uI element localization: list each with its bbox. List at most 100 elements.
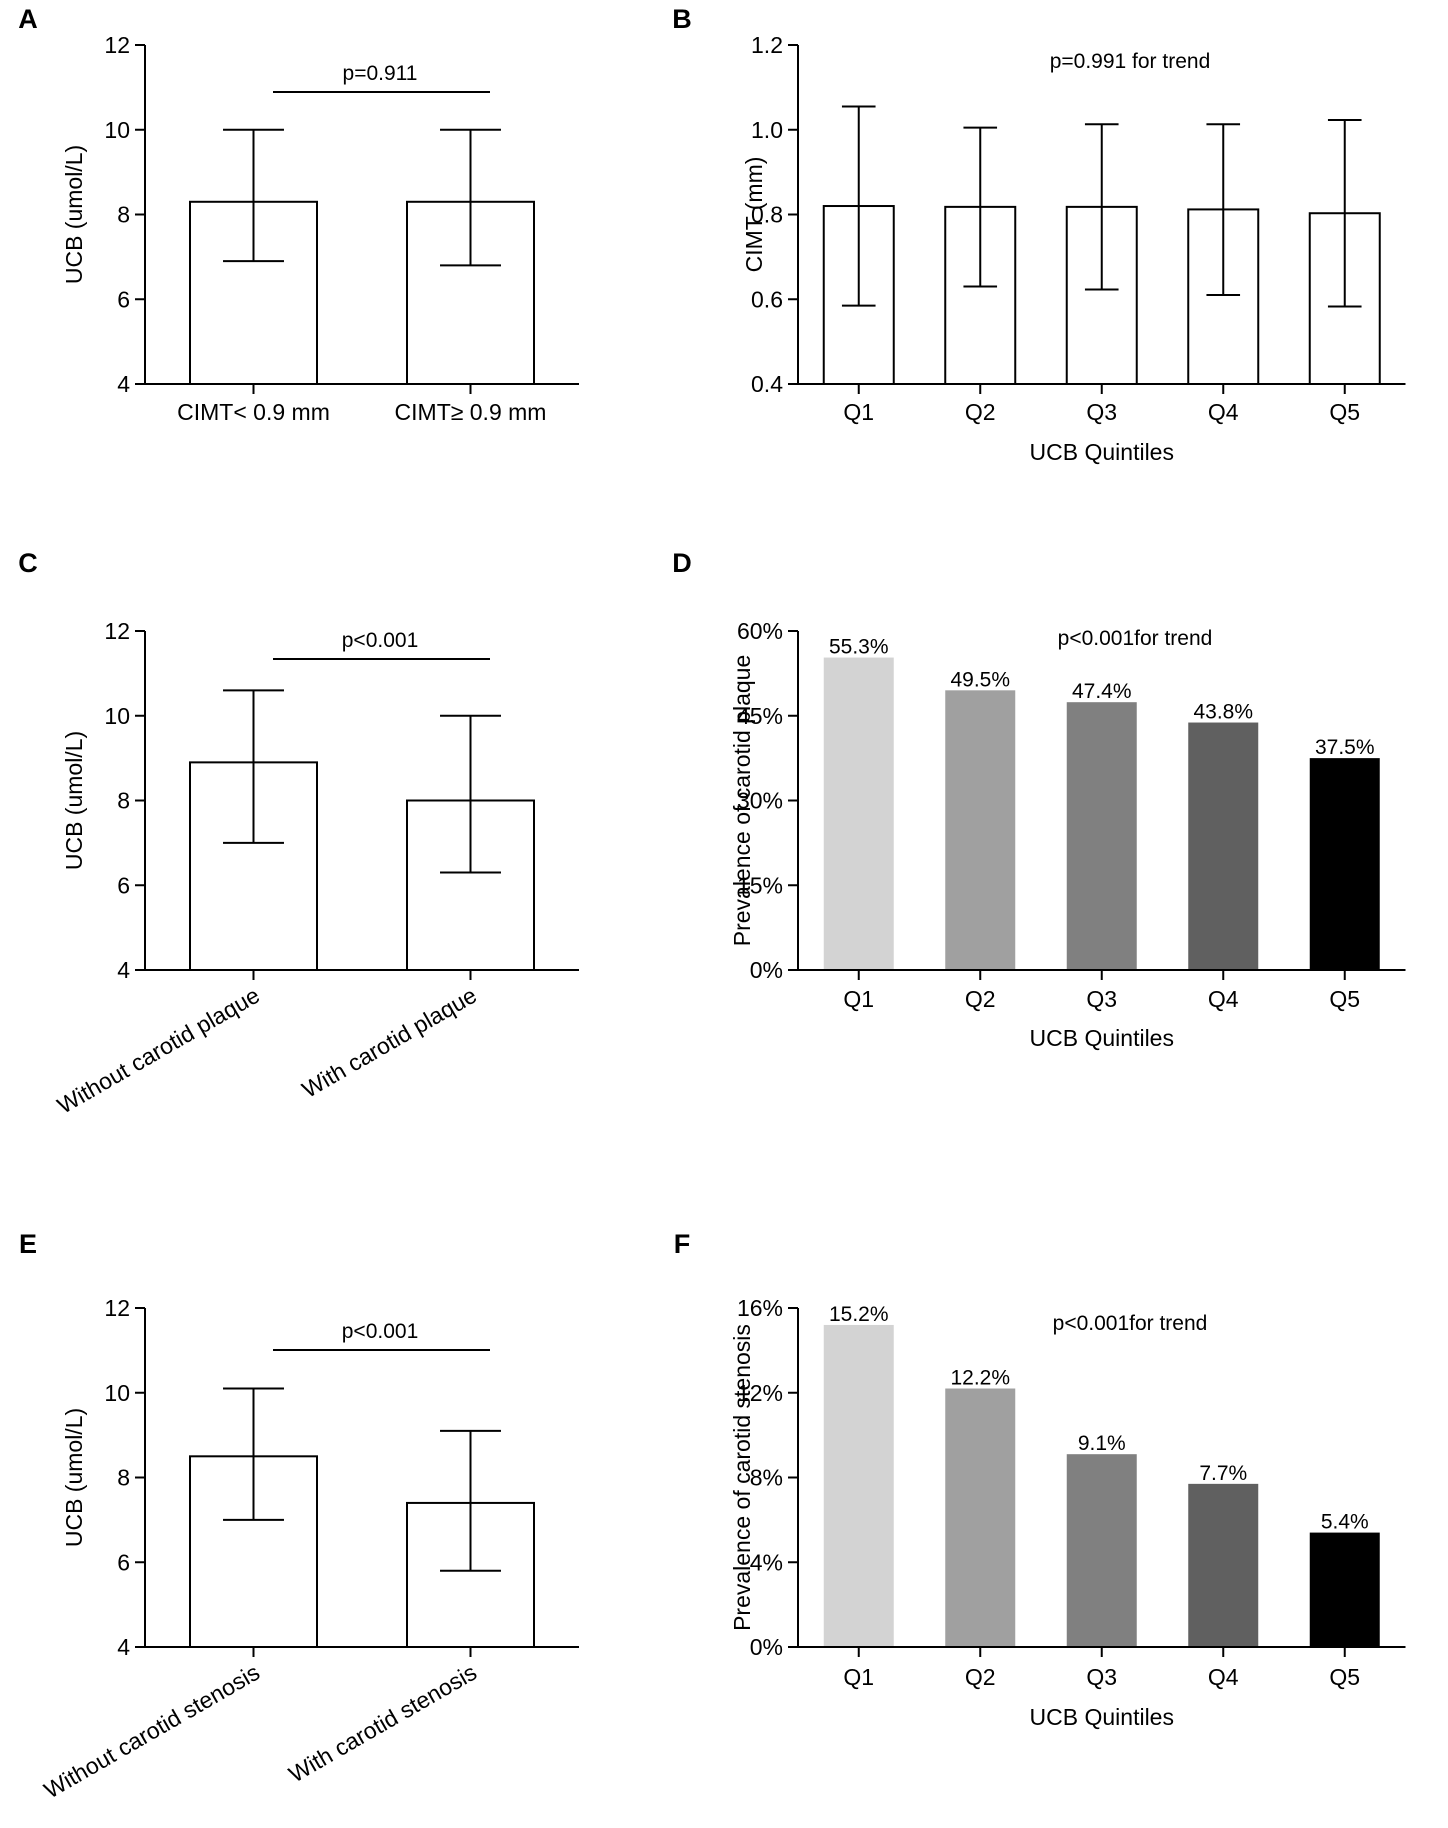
- y-tick-label: 0.6: [751, 286, 783, 312]
- x-tick-label: With carotid plaque: [297, 982, 481, 1103]
- bar: [1188, 722, 1259, 970]
- panel-f: F 15.2% 12.2% 9.1% 7.7% 5.4% 0% 4% 8% 12% 16% Q1 Q2 Q…: [674, 1229, 1406, 1730]
- x-tick-label: Q1: [843, 399, 874, 425]
- bar-value-label: 47.4%: [1072, 680, 1132, 703]
- y-tick-label: 12: [104, 618, 130, 644]
- panel-c: C 4 6 8 10 12 Without carotid plaque With carot…: [18, 548, 579, 1119]
- bar-value-label: 5.4%: [1321, 1511, 1369, 1534]
- x-axis-label: UCB Quintiles: [1030, 1025, 1174, 1051]
- y-tick-label: 4: [117, 371, 130, 397]
- x-tick-label: Q5: [1329, 986, 1360, 1012]
- x-tick-label: CIMT< 0.9 mm: [177, 399, 330, 425]
- y-axis-label: UCB (umol/L): [61, 731, 87, 870]
- p-value-annotation: p=0.911: [343, 62, 418, 85]
- y-axis-label: CIMT (mm): [741, 157, 767, 273]
- y-tick-label: 16%: [737, 1295, 783, 1321]
- y-tick-label: 8: [117, 788, 130, 814]
- y-tick-label: 0%: [750, 957, 783, 983]
- p-value-annotation: p<0.001for trend: [1053, 1312, 1208, 1335]
- bar: [1066, 702, 1137, 970]
- x-tick-label: Without carotid stenosis: [40, 1659, 264, 1804]
- x-axis-label: UCB Quintiles: [1030, 439, 1174, 465]
- y-tick-label: 0%: [750, 1634, 783, 1660]
- x-tick-label: Q2: [965, 399, 996, 425]
- bar-value-label: 55.3%: [829, 636, 889, 659]
- bar: [1188, 1483, 1259, 1647]
- bar: [945, 1388, 1016, 1647]
- y-axis-label: UCB (umol/L): [61, 1408, 87, 1547]
- p-value-annotation: p<0.001for trend: [1058, 627, 1213, 650]
- bar-value-label: 37.5%: [1315, 736, 1375, 759]
- panel-label: D: [672, 548, 692, 578]
- y-tick-label: 12: [104, 32, 130, 58]
- panel-a: A 4 6 8 10 12 CIMT< 0.9 mm CIMT≥ 0.9 mm UCB (umo…: [18, 4, 579, 425]
- x-axis-label: UCB Quintiles: [1030, 1704, 1174, 1730]
- p-value-annotation: p=0.991 for trend: [1050, 50, 1211, 73]
- y-tick-label: 12: [104, 1295, 130, 1321]
- y-tick-label: 30%: [737, 788, 783, 814]
- bar-value-label: 12.2%: [950, 1367, 1010, 1390]
- x-tick-label: Q2: [965, 1664, 996, 1690]
- bar: [1309, 758, 1380, 970]
- x-tick-label: CIMT≥ 0.9 mm: [395, 399, 547, 425]
- x-tick-label: Q2: [965, 986, 996, 1012]
- x-tick-label: Q5: [1329, 1664, 1360, 1690]
- y-tick-label: 4: [117, 957, 130, 983]
- y-tick-label: 8: [117, 202, 130, 228]
- panel-d: D 55.3% 49.5% 47.4% 43.8% 37.5% 0% 15% 30% 45% 60%…: [672, 548, 1406, 1051]
- panels: A 4 6 8 10 12 CIMT< 0.9 mm CIMT≥ 0.9 mm UCB (umo…: [18, 4, 1406, 1803]
- y-tick-label: 4: [117, 1634, 130, 1660]
- x-tick-label: Q5: [1329, 399, 1360, 425]
- y-axis-label: UCB (umol/L): [61, 145, 87, 284]
- y-tick-label: 10: [104, 1380, 130, 1406]
- bar: [823, 1324, 894, 1647]
- x-tick-label: Q1: [843, 986, 874, 1012]
- bar-value-label: 7.7%: [1199, 1462, 1247, 1485]
- y-tick-label: 10: [104, 117, 130, 143]
- y-tick-label: 6: [117, 286, 130, 312]
- panel-label: A: [18, 4, 38, 34]
- bar: [1066, 1454, 1137, 1647]
- y-tick-label: 10: [104, 703, 130, 729]
- bar-value-label: 43.8%: [1193, 701, 1253, 724]
- bar-value-label: 9.1%: [1078, 1432, 1126, 1455]
- y-axis-label: Prevalence of carotid stenosis: [729, 1324, 755, 1631]
- y-tick-label: 15%: [737, 872, 783, 898]
- y-tick-label: 45%: [737, 703, 783, 729]
- panel-e: E 4 6 8 10 12 Without carotid stenosis With car…: [19, 1229, 579, 1803]
- y-tick-label: 6: [117, 872, 130, 898]
- bar: [945, 690, 1016, 970]
- y-tick-label: 0.8: [751, 202, 783, 228]
- y-axis-label: Prevalence of carotid plaque: [729, 655, 755, 947]
- x-tick-label: Q3: [1086, 399, 1117, 425]
- y-tick-label: 12%: [737, 1380, 783, 1406]
- x-tick-label: Q3: [1086, 986, 1117, 1012]
- y-tick-label: 4%: [750, 1549, 783, 1575]
- x-tick-label: Q1: [843, 1664, 874, 1690]
- x-tick-label: With carotid stenosis: [284, 1659, 481, 1788]
- panel-label: F: [674, 1229, 691, 1259]
- y-tick-label: 1.2: [751, 32, 783, 58]
- bar-value-label: 49.5%: [950, 668, 1010, 691]
- y-tick-label: 60%: [737, 618, 783, 644]
- bar-value-label: 15.2%: [829, 1303, 889, 1326]
- x-tick-label: Without carotid plaque: [53, 982, 264, 1119]
- x-tick-label: Q3: [1086, 1664, 1117, 1690]
- y-tick-label: 8%: [750, 1465, 783, 1491]
- panel-label: B: [672, 4, 692, 34]
- p-value-annotation: p<0.001: [342, 1320, 419, 1343]
- bar: [1309, 1532, 1380, 1647]
- panel-b: B 0.4 0.6 0.8 1.0 1.2 Q1 Q2 Q3 Q4 Q5 CIMT (mm) UCB Q…: [672, 4, 1406, 465]
- panel-label: E: [19, 1229, 37, 1259]
- y-tick-label: 1.0: [751, 117, 783, 143]
- bar: [823, 657, 894, 970]
- x-tick-label: Q4: [1208, 986, 1239, 1012]
- x-tick-label: Q4: [1208, 399, 1239, 425]
- x-tick-label: Q4: [1208, 1664, 1239, 1690]
- y-tick-label: 0.4: [751, 371, 783, 397]
- panel-label: C: [18, 548, 38, 578]
- y-tick-label: 8: [117, 1465, 130, 1491]
- y-tick-label: 6: [117, 1549, 130, 1575]
- p-value-annotation: p<0.001: [342, 629, 419, 652]
